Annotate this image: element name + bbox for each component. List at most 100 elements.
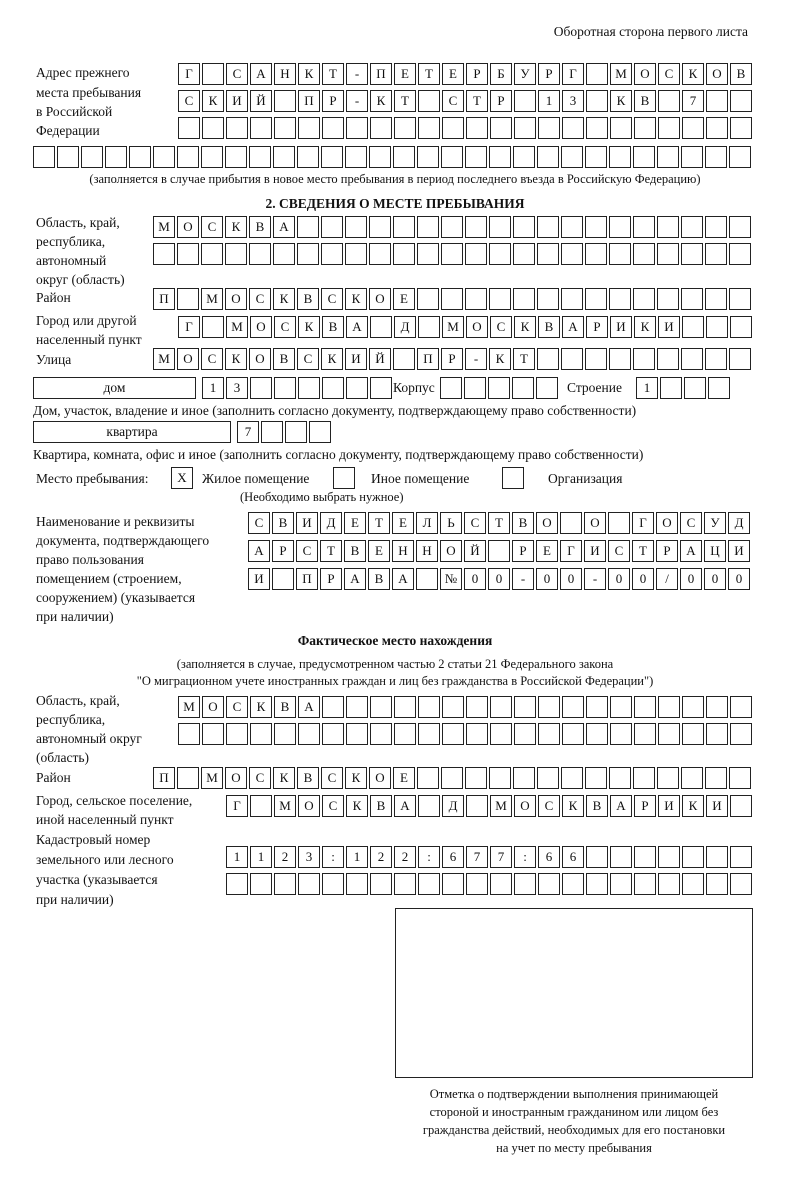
letter-cell[interactable]: О: [177, 216, 199, 238]
letter-cell[interactable]: У: [514, 63, 536, 85]
letter-cell[interactable]: [609, 348, 631, 370]
letter-cell[interactable]: 3: [298, 846, 320, 868]
letter-cell[interactable]: И: [728, 540, 750, 562]
letter-cell[interactable]: [681, 216, 703, 238]
letter-cell[interactable]: 0: [632, 568, 654, 590]
letter-cell[interactable]: 7: [682, 90, 704, 112]
letter-cell[interactable]: [201, 146, 223, 168]
letter-cell[interactable]: [537, 146, 559, 168]
letter-cell[interactable]: [369, 243, 391, 265]
letter-cell[interactable]: -: [584, 568, 606, 590]
letter-cell[interactable]: [705, 146, 727, 168]
letter-cell[interactable]: С: [680, 512, 702, 534]
letter-cell[interactable]: [538, 873, 560, 895]
letter-cell[interactable]: [394, 117, 416, 139]
letter-cell[interactable]: [250, 377, 272, 399]
letter-cell[interactable]: [705, 216, 727, 238]
letter-cell[interactable]: [274, 723, 296, 745]
letter-cell[interactable]: [272, 568, 294, 590]
letter-cell[interactable]: [297, 146, 319, 168]
letter-cell[interactable]: [538, 117, 560, 139]
letter-cell[interactable]: [322, 377, 344, 399]
letter-cell[interactable]: [633, 348, 655, 370]
letter-cell[interactable]: [657, 216, 679, 238]
letter-cell[interactable]: П: [417, 348, 439, 370]
letter-cell[interactable]: К: [298, 63, 320, 85]
letter-cell[interactable]: [729, 348, 751, 370]
letter-cell[interactable]: [682, 723, 704, 745]
letter-cell[interactable]: [370, 696, 392, 718]
letter-cell[interactable]: Д: [394, 316, 416, 338]
letter-cell[interactable]: [346, 696, 368, 718]
letter-cell[interactable]: С: [464, 512, 486, 534]
letter-cell[interactable]: [538, 723, 560, 745]
letter-cell[interactable]: В: [272, 512, 294, 534]
letter-cell[interactable]: [489, 146, 511, 168]
letter-cell[interactable]: М: [201, 767, 223, 789]
letter-cell[interactable]: Й: [464, 540, 486, 562]
letter-cell[interactable]: [322, 696, 344, 718]
letter-cell[interactable]: Е: [368, 540, 390, 562]
letter-cell[interactable]: [274, 117, 296, 139]
letter-cell[interactable]: 6: [538, 846, 560, 868]
letter-cell[interactable]: [537, 348, 559, 370]
letter-cell[interactable]: С: [490, 316, 512, 338]
letter-cell[interactable]: М: [274, 795, 296, 817]
letter-cell[interactable]: [538, 696, 560, 718]
letter-cell[interactable]: [369, 216, 391, 238]
letter-cell[interactable]: 0: [728, 568, 750, 590]
letter-cell[interactable]: [466, 117, 488, 139]
letter-cell[interactable]: [178, 117, 200, 139]
letter-cell[interactable]: М: [153, 216, 175, 238]
letter-cell[interactable]: [285, 421, 307, 443]
letter-cell[interactable]: В: [512, 512, 534, 534]
letter-cell[interactable]: [466, 696, 488, 718]
letter-cell[interactable]: О: [225, 288, 247, 310]
letter-cell[interactable]: [586, 90, 608, 112]
letter-cell[interactable]: [466, 873, 488, 895]
letter-cell[interactable]: У: [704, 512, 726, 534]
letter-cell[interactable]: [730, 90, 752, 112]
letter-cell[interactable]: [369, 146, 391, 168]
letter-cell[interactable]: О: [369, 288, 391, 310]
letter-cell[interactable]: [729, 216, 751, 238]
letter-cell[interactable]: [393, 146, 415, 168]
prev-address-row-3[interactable]: [178, 117, 754, 139]
letter-cell[interactable]: [298, 117, 320, 139]
letter-cell[interactable]: [681, 288, 703, 310]
letter-cell[interactable]: [441, 767, 463, 789]
letter-cell[interactable]: [610, 117, 632, 139]
letter-cell[interactable]: С: [321, 767, 343, 789]
letter-cell[interactable]: А: [344, 568, 366, 590]
letter-cell[interactable]: 3: [562, 90, 584, 112]
letter-cell[interactable]: С: [658, 63, 680, 85]
letter-cell[interactable]: [633, 243, 655, 265]
letter-cell[interactable]: Д: [442, 795, 464, 817]
letter-cell[interactable]: [490, 873, 512, 895]
letter-cell[interactable]: О: [225, 767, 247, 789]
letter-cell[interactable]: Р: [634, 795, 656, 817]
letter-cell[interactable]: [322, 117, 344, 139]
letter-cell[interactable]: [729, 243, 751, 265]
letter-cell[interactable]: 1: [202, 377, 224, 399]
letter-cell[interactable]: Т: [466, 90, 488, 112]
letter-cell[interactable]: :: [514, 846, 536, 868]
letter-cell[interactable]: [418, 795, 440, 817]
letter-cell[interactable]: [514, 90, 536, 112]
letter-cell[interactable]: К: [202, 90, 224, 112]
letter-cell[interactable]: Е: [344, 512, 366, 534]
letter-cell[interactable]: [489, 767, 511, 789]
letter-cell[interactable]: [370, 873, 392, 895]
letter-cell[interactable]: [298, 723, 320, 745]
letter-cell[interactable]: [537, 243, 559, 265]
letter-cell[interactable]: [562, 696, 584, 718]
letter-cell[interactable]: [705, 348, 727, 370]
letter-cell[interactable]: 0: [704, 568, 726, 590]
letter-cell[interactable]: К: [489, 348, 511, 370]
letter-cell[interactable]: [658, 696, 680, 718]
letter-cell[interactable]: 7: [237, 421, 259, 443]
letter-cell[interactable]: А: [298, 696, 320, 718]
letter-cell[interactable]: [730, 316, 752, 338]
letter-cell[interactable]: Т: [488, 512, 510, 534]
